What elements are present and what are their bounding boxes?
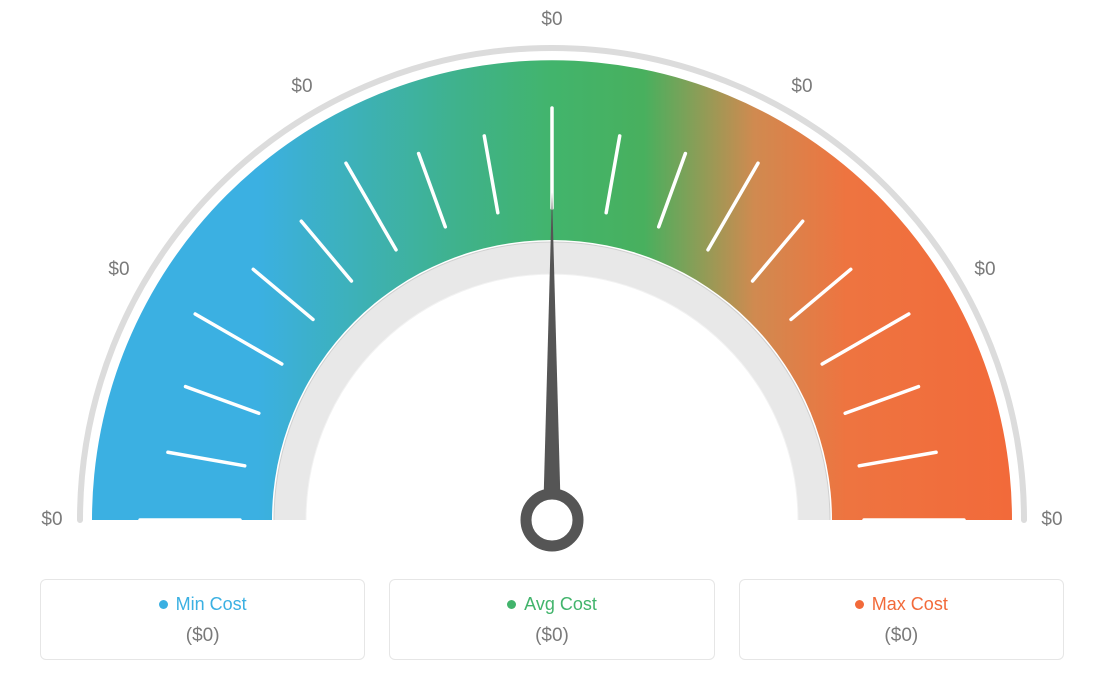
legend-row: Min Cost ($0) Avg Cost ($0) Max Cost ($0… <box>40 579 1064 660</box>
legend-label-max: Max Cost <box>872 594 948 615</box>
gauge-area: $0 $0 $0 $0 $0 $0 $0 <box>0 0 1104 560</box>
legend-header-min: Min Cost <box>159 594 247 615</box>
gauge-tick-label: $0 <box>791 76 812 98</box>
legend-card-max: Max Cost ($0) <box>739 579 1064 660</box>
gauge-tick-label: $0 <box>41 509 62 531</box>
gauge-tick-label: $0 <box>108 259 129 281</box>
legend-dot-min <box>159 600 168 609</box>
gauge-tick-label: $0 <box>1041 509 1062 531</box>
legend-dot-avg <box>507 600 516 609</box>
legend-value-min: ($0) <box>41 625 364 647</box>
legend-label-avg: Avg Cost <box>524 594 597 615</box>
legend-header-avg: Avg Cost <box>507 594 597 615</box>
legend-card-avg: Avg Cost ($0) <box>389 579 714 660</box>
gauge-chart-container: $0 $0 $0 $0 $0 $0 $0 Min Cost ($0) Avg Cost ($… <box>0 0 1104 690</box>
legend-header-max: Max Cost <box>855 594 948 615</box>
gauge-tick-label: $0 <box>974 259 995 281</box>
legend-value-max: ($0) <box>740 625 1063 647</box>
legend-card-min: Min Cost ($0) <box>40 579 365 660</box>
legend-label-min: Min Cost <box>176 594 247 615</box>
legend-value-avg: ($0) <box>390 625 713 647</box>
legend-dot-max <box>855 600 864 609</box>
gauge-tick-label: $0 <box>291 76 312 98</box>
gauge-svg <box>0 0 1104 560</box>
gauge-tick-label: $0 <box>541 9 562 31</box>
